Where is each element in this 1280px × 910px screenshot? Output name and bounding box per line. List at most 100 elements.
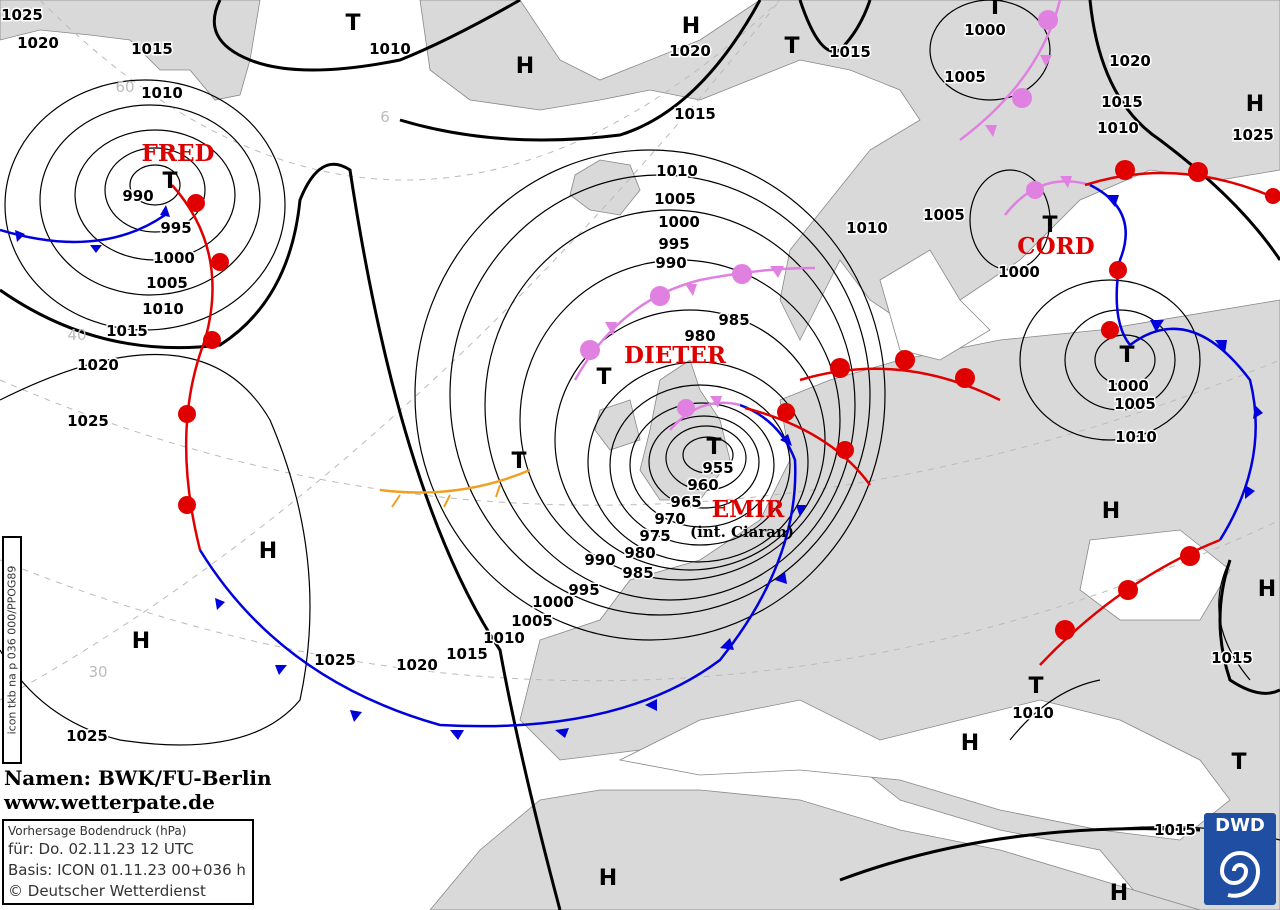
warm-front-central (799, 367, 1001, 402)
isobar-label: 1005 (944, 68, 986, 86)
isobar-label: 995 (568, 581, 599, 599)
north-africa (429, 789, 1201, 910)
isobar-label: 1010 (656, 162, 698, 180)
lat-lon-grid (0, 0, 1280, 701)
product-code: icon tkb na p 036 000/PPOG89 (5, 565, 19, 735)
warm-front-emir (744, 406, 872, 486)
isobar-label: 1005 (146, 274, 188, 292)
info-title: Vorhersage Bodendruck (hPa) (8, 824, 187, 838)
pressure-center-marker: H (1246, 92, 1264, 117)
pressure-center-marker: T (1119, 343, 1134, 368)
scandinavia (419, 0, 1280, 341)
greenland (0, 0, 261, 101)
isobar-label: 1010 (1097, 119, 1139, 137)
isobar-label: 980 (684, 327, 715, 345)
credits: Namen: BWK/FU-Berlin www.wetterpate.de (4, 766, 272, 814)
isobar-label: 1025 (66, 727, 108, 745)
isobar-label: 1000 (153, 249, 195, 267)
isobar-label: 1020 (77, 356, 119, 374)
swirl-icon (1219, 851, 1261, 898)
isobar-label: 1015 (131, 40, 173, 58)
pressure-center-marker: H (682, 14, 700, 39)
pressure-center-marker: H (259, 539, 277, 564)
grid-label: 6 (380, 108, 390, 126)
warm-front-fred (171, 184, 214, 551)
grid-labels: 60 6 40 30 (67, 78, 389, 681)
name-cord: CORD (1017, 233, 1094, 260)
warm-front-cord (1084, 171, 1280, 202)
isobar-label: 1000 (998, 263, 1040, 281)
isobar-label: 1020 (669, 42, 711, 60)
pressure-center-marker: T (1042, 213, 1057, 238)
mediterranean-sea (618, 699, 1231, 841)
pressure-center-marker: T (511, 449, 526, 474)
system-names: FRED DIETER CORD EMIR (int. Ciaran) (142, 140, 1095, 541)
isobar-label: 990 (584, 551, 615, 569)
isobar-label: 1010 (483, 629, 525, 647)
british-isles (594, 359, 731, 501)
isobar-label: 1015 (829, 43, 871, 61)
isobar-label: 1025 (1232, 126, 1274, 144)
pressure-center-marker: T (1028, 674, 1043, 699)
pressure-centers: T H H T T H T T T T T T H H H H T H T H H (132, 0, 1276, 906)
occlusion-cord (1004, 180, 1091, 216)
isobar-label: 990 (122, 187, 153, 205)
isobar-label: 970 (654, 510, 685, 528)
baltic-sea (879, 249, 991, 361)
credits-website: www.wetterpate.de (4, 790, 215, 814)
occlusion-emir (669, 401, 741, 431)
isobar-label: 1020 (1109, 52, 1151, 70)
isobar-label: 1010 (369, 40, 411, 58)
info-valid: für: Do. 02.11.23 12 UTC (8, 840, 194, 858)
name-fred: FRED (142, 140, 215, 167)
isobar-label: 975 (639, 527, 670, 545)
trough (379, 468, 531, 494)
cold-front-atlantic (198, 403, 797, 728)
isobar-label: 1015 (446, 645, 488, 663)
isobars (0, 0, 1280, 841)
credits-names: Namen: BWK/FU-Berlin (4, 766, 272, 790)
isobar-label: 985 (622, 564, 653, 582)
isobar-label: 1005 (923, 206, 965, 224)
isobar-label: 1015 (674, 105, 716, 123)
product-code-box: icon tkb na p 036 000/PPOG89 (2, 536, 22, 764)
cold-front-east (1129, 327, 1257, 541)
pressure-center-marker: H (599, 866, 617, 891)
grid-label: 40 (67, 326, 86, 344)
isobar-label: 1005 (511, 612, 553, 630)
isobar-label: 980 (624, 544, 655, 562)
isobar-label: 1005 (1114, 395, 1156, 413)
isobar-label: 1025 (314, 651, 356, 669)
pressure-center-marker: H (1110, 881, 1128, 906)
name-emir: EMIR (712, 496, 786, 523)
pressure-center-marker: T (596, 365, 611, 390)
isobar-label: 1000 (658, 213, 700, 231)
isobar-label: 955 (702, 459, 733, 477)
isobar-label: 1010 (1012, 704, 1054, 722)
isobar-label: 1000 (1107, 377, 1149, 395)
pressure-center-marker: T (345, 11, 360, 36)
cold-front-fred (0, 213, 166, 244)
dwd-logo: DWD (1204, 813, 1276, 905)
grid-label: 60 (115, 78, 134, 96)
pressure-center-marker: H (516, 54, 534, 79)
isobar-label: 1025 (1, 6, 43, 24)
isobar-label: 960 (687, 476, 718, 494)
pressure-center-marker: T (1231, 750, 1246, 775)
pressure-center-marker: H (961, 731, 979, 756)
isobar-label: 995 (160, 219, 191, 237)
name-dieter: DIETER (624, 342, 727, 369)
info-box: Vorhersage Bodendruck (hPa) für: Do. 02.… (2, 819, 254, 905)
info-basis: Basis: ICON 01.11.23 00+036 h (8, 861, 246, 879)
isobar-label: 1005 (654, 190, 696, 208)
isobar-label: 1015 (1211, 649, 1253, 667)
pressure-center-marker: T (987, 0, 1002, 20)
isobar-label: 1010 (142, 300, 184, 318)
dwd-logo-text: DWD (1215, 815, 1265, 836)
name-emir-alias: (int. Ciaran) (690, 523, 794, 541)
pressure-center-marker: H (1102, 499, 1120, 524)
